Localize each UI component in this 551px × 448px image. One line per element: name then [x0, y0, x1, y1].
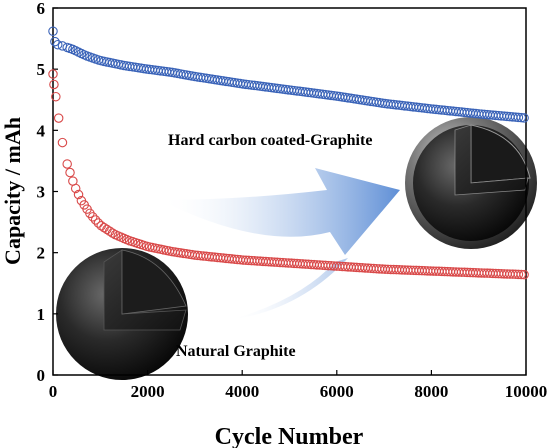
data-point [519, 113, 529, 123]
natural-graphite-label: Natural Graphite [176, 343, 296, 360]
x-tick-label: 4000 [225, 382, 259, 401]
x-tick-label: 10000 [505, 382, 548, 401]
data-point [513, 112, 524, 123]
y-tick-label: 3 [37, 183, 46, 202]
data-point [70, 183, 81, 194]
data-point [513, 269, 524, 280]
data-point [53, 113, 64, 123]
data-point [62, 159, 72, 169]
data-point [51, 91, 61, 102]
y-tick-label: 2 [37, 244, 46, 263]
x-tick-label: 2000 [131, 382, 165, 401]
data-point [65, 167, 75, 178]
y-axis-title: Capacity / mAh [0, 117, 25, 265]
x-tick-label: 0 [49, 382, 58, 401]
y-tick-label: 6 [37, 0, 46, 18]
data-point [516, 112, 527, 123]
series-0 [48, 26, 529, 123]
data-point [48, 26, 58, 36]
x-axis-title: Cycle Number [215, 424, 364, 448]
data-point [87, 212, 98, 222]
y-tick-label: 1 [37, 305, 46, 324]
y-tick-label: 5 [37, 60, 46, 79]
natural-graphite-sphere-icon [56, 248, 188, 380]
data-point [52, 39, 63, 50]
data-point [93, 218, 104, 228]
data-point [48, 69, 58, 79]
data-point [85, 208, 95, 219]
hard-carbon-label: Hard carbon coated-Graphite [168, 132, 372, 149]
data-point [516, 269, 527, 280]
series-1 [48, 69, 529, 280]
y-tick-label: 4 [37, 121, 46, 140]
data-point [90, 215, 101, 225]
arrow-icon [160, 168, 400, 255]
y-tick-label: 0 [37, 366, 46, 385]
data-point [57, 137, 68, 148]
data-point [73, 189, 84, 200]
data-point [107, 228, 118, 238]
x-tick-label: 8000 [414, 382, 448, 401]
data-point [50, 36, 60, 47]
hard-carbon-sphere-icon [405, 117, 537, 249]
data-point [519, 269, 529, 280]
x-tick-label: 6000 [320, 382, 354, 401]
data-point [49, 79, 59, 90]
